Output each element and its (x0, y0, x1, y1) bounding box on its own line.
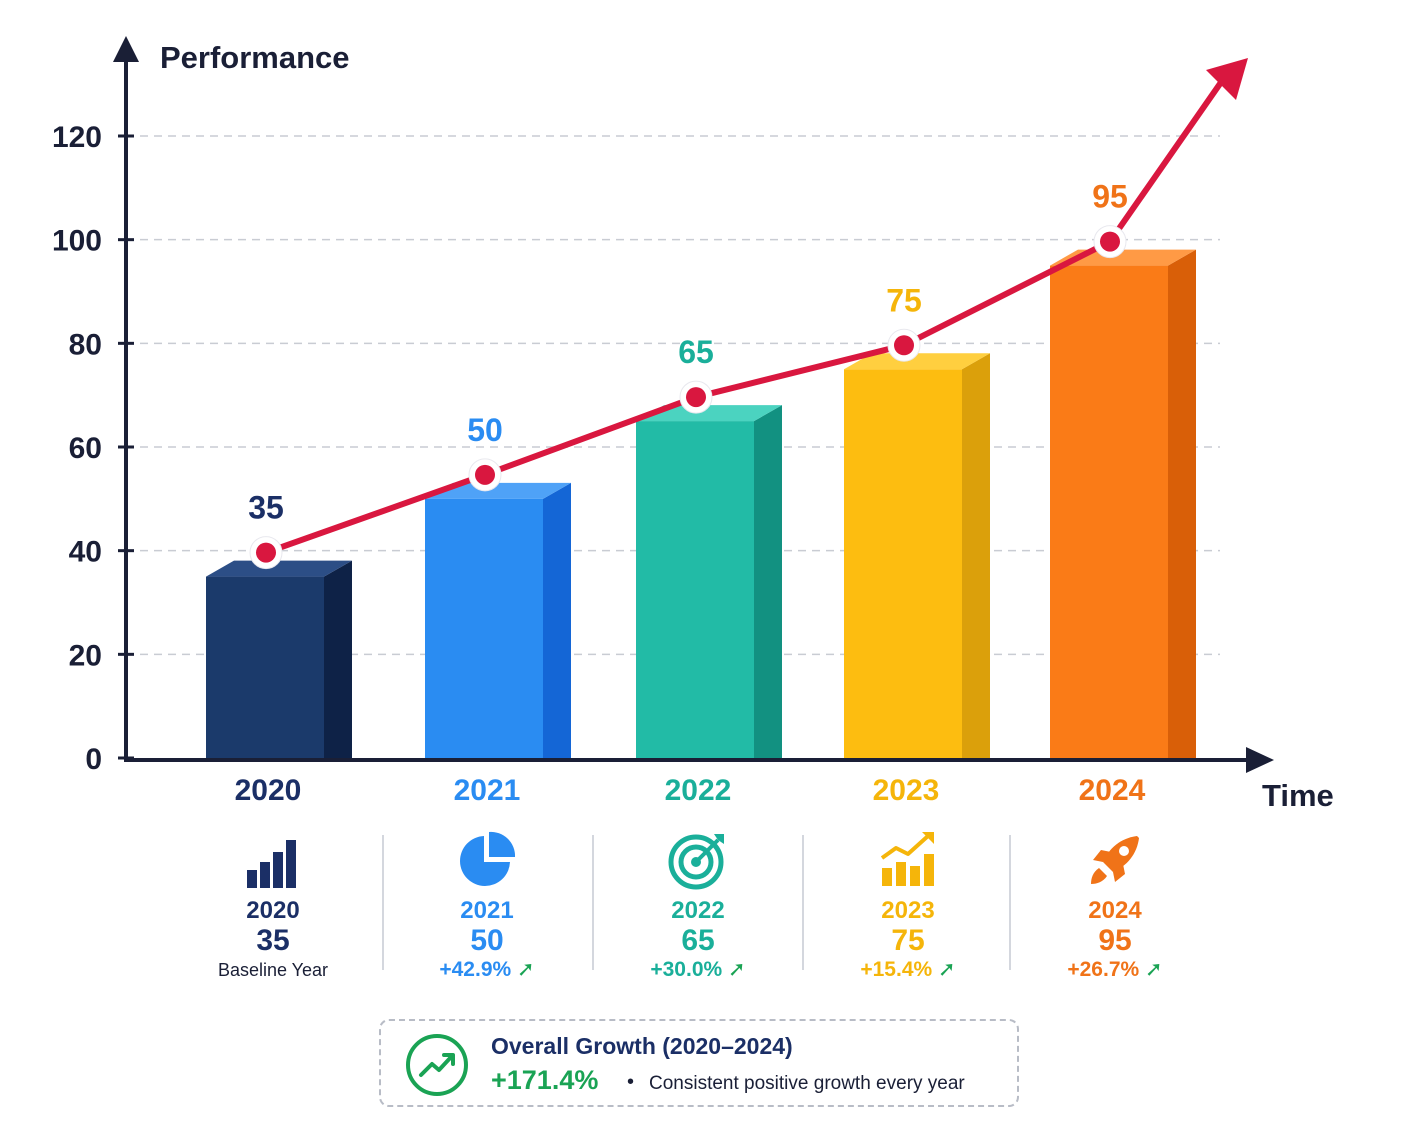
bar-side (754, 405, 782, 758)
card-divider (1009, 835, 1011, 970)
bar-2022 (636, 405, 782, 758)
card-year: 2024 (1088, 897, 1142, 924)
y-tick-label: 40 (69, 536, 102, 569)
summary-note: Consistent positive growth every year (649, 1073, 965, 1094)
x-axis-categories: 2020 2021 2022 2023 2024 (235, 774, 1146, 807)
summary-title: Overall Growth (2020–2024) (491, 1033, 793, 1059)
x-category-label: 2024 (1079, 774, 1146, 807)
card-year: 2020 (246, 897, 300, 924)
bar-side (324, 560, 352, 758)
growth-percent: +26.7% (1067, 958, 1140, 981)
bar-side (543, 482, 571, 758)
data-label: 65 (678, 334, 714, 370)
data-label: 35 (248, 490, 284, 526)
card-value: 50 (470, 924, 504, 957)
y-tick-label: 80 (69, 328, 102, 361)
card-value: 75 (891, 924, 925, 957)
bar-top (425, 482, 571, 499)
bars (206, 249, 1196, 759)
data-label: 95 (1092, 179, 1128, 215)
arrow-up-right-icon: ➚ (517, 958, 535, 981)
growth-chart-icon (803, 830, 1013, 890)
year-card-2020: 2020 35 Baseline Year (168, 830, 378, 980)
growth-percent: +15.4% (860, 958, 933, 981)
bar-side (962, 353, 990, 758)
separator-dot: • (627, 1071, 635, 1093)
bar-2020 (206, 560, 352, 758)
trend-line (249, 58, 1248, 570)
card-note: Baseline Year (217, 960, 329, 980)
data-label: 75 (886, 282, 922, 318)
data-label: 50 (467, 412, 503, 448)
card-growth: +26.7% ➚ (1010, 958, 1220, 982)
overall-growth-box: Overall Growth (2020–2024) +171.4% • Con… (379, 1019, 1019, 1107)
x-category-label: 2023 (873, 774, 940, 807)
card-growth: +42.9% ➚ (382, 958, 592, 982)
rocket-icon (1010, 830, 1220, 890)
card-growth: +30.0% ➚ (593, 958, 803, 982)
card-year: 2023 (881, 897, 935, 924)
year-card-2023: 2023 75 +15.4% ➚ (803, 830, 1013, 982)
bar-front (844, 369, 962, 758)
y-axis-label: Performance (160, 40, 350, 75)
card-year: 2022 (671, 897, 725, 924)
y-tick-label: 0 (85, 743, 102, 776)
year-card-2021: 2021 50 +42.9% ➚ (382, 830, 592, 982)
growth-percent: +30.0% (650, 958, 723, 981)
card-divider (802, 835, 804, 970)
axes: Performance Time (113, 36, 1334, 813)
x-axis-arrow (1246, 747, 1274, 773)
card-year: 2021 (460, 897, 514, 924)
bar-top (206, 560, 352, 577)
year-card-2024: 2024 95 +26.7% ➚ (1010, 830, 1220, 982)
y-tick-label: 20 (69, 639, 102, 672)
bar-front (636, 421, 754, 758)
bar-2023 (844, 353, 990, 758)
bar-top (636, 405, 782, 422)
pie-chart-icon (382, 830, 592, 890)
trend-point (686, 387, 706, 408)
bar-side (1168, 249, 1196, 759)
card-value: 95 (1098, 924, 1132, 957)
card-divider (382, 835, 384, 970)
bar-2021 (425, 482, 571, 758)
growth-percent: +42.9% (439, 958, 512, 981)
arrow-up-right-icon: ➚ (728, 958, 746, 981)
target-icon (593, 830, 803, 890)
x-axis-label: Time (1262, 778, 1334, 813)
trend-point (475, 464, 495, 485)
x-category-label: 2021 (454, 774, 521, 807)
y-tick-label: 60 (69, 432, 102, 465)
trend-point (1100, 231, 1120, 252)
card-growth: +15.4% ➚ (803, 958, 1013, 982)
trend-point (894, 335, 914, 356)
year-summary-cards: 2020 35 Baseline Year 2021 50 +42.9% ➚ 2022 65 +… (168, 830, 1220, 982)
y-tick-label: 100 (52, 225, 102, 258)
bar-front (1050, 265, 1168, 758)
card-value: 35 (256, 924, 290, 957)
data-labels: 35 50 65 75 95 (248, 179, 1128, 526)
bar-chart-icon (168, 830, 378, 890)
bar-front (425, 498, 543, 758)
bar-2024 (1050, 249, 1196, 759)
x-category-label: 2020 (235, 774, 302, 807)
arrow-up-right-icon: ➚ (938, 958, 956, 981)
trending-up-icon (405, 1033, 469, 1102)
trend-line-path (264, 76, 1227, 556)
x-category-label: 2022 (665, 774, 732, 807)
y-axis-arrow (113, 36, 139, 62)
y-tick-label: 120 (52, 121, 102, 154)
summary-value: +171.4% (491, 1065, 599, 1095)
card-value: 65 (681, 924, 715, 957)
bar-front (206, 576, 324, 758)
year-card-2022: 2022 65 +30.0% ➚ (593, 830, 803, 982)
trend-point (256, 542, 276, 563)
trend-arrowhead (1206, 58, 1248, 100)
y-axis-ticks: 0 20 40 60 80 100 120 (52, 121, 134, 776)
bar-top (844, 353, 990, 370)
card-divider (592, 835, 594, 970)
arrow-up-right-icon: ➚ (1145, 958, 1163, 981)
